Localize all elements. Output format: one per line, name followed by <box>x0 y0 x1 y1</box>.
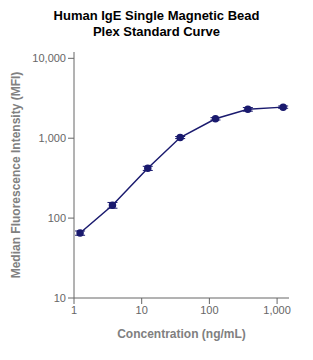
svg-text:100: 100 <box>200 304 218 316</box>
svg-text:1,000: 1,000 <box>263 304 291 316</box>
svg-text:1: 1 <box>71 304 77 316</box>
html-text:Plex Standard Curve: Plex Standard Curve <box>92 24 221 39</box>
svg-text:1,000: 1,000 <box>38 132 66 144</box>
svg-text:10: 10 <box>136 304 148 316</box>
svg-text:Concentration (ng/mL): Concentration (ng/mL) <box>117 327 246 341</box>
svg-text:10: 10 <box>54 292 66 304</box>
svg-text:100: 100 <box>48 212 66 224</box>
html-text:Human IgE Single Magnetic Bead: Human IgE Single Magnetic Bead <box>53 8 260 23</box>
svg-text:10,000: 10,000 <box>32 52 66 64</box>
svg-text:Median Fluorescence Intensity: Median Fluorescence Intensity (MFI) <box>9 72 23 279</box>
